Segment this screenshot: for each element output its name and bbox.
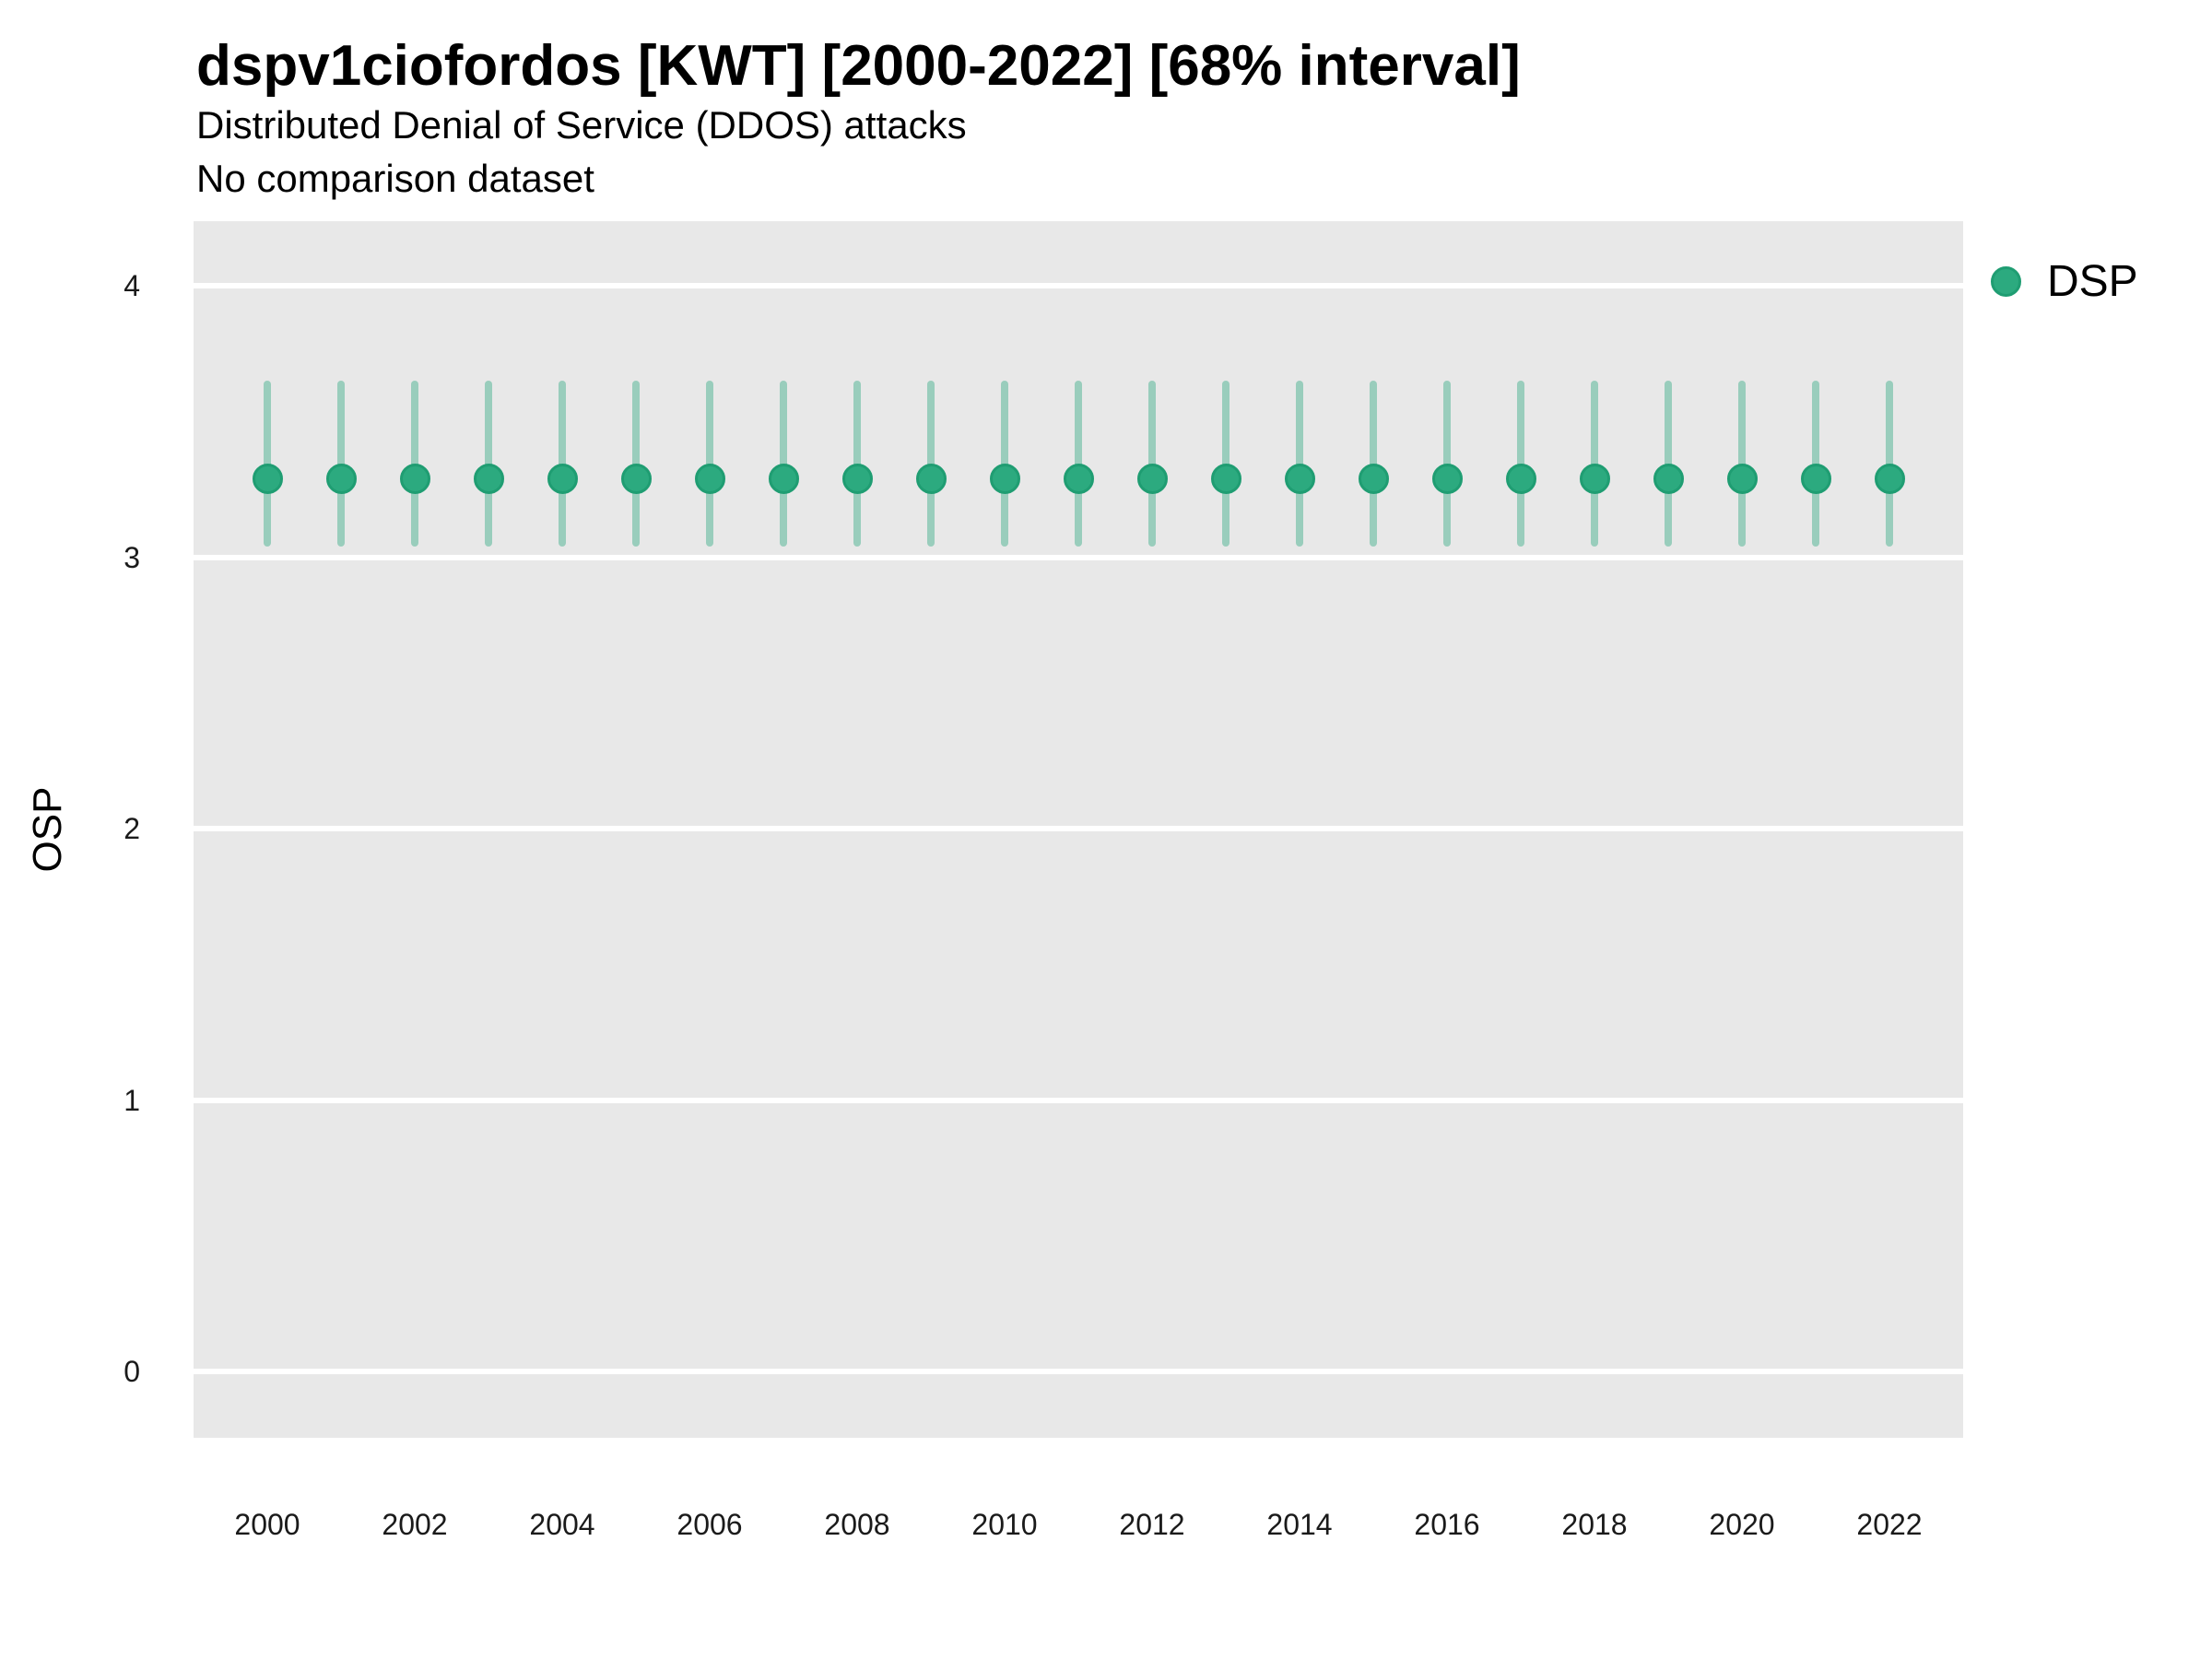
x-tick-label-2004: 2004: [529, 1508, 595, 1541]
legend-label: DSP: [2047, 257, 2138, 306]
data-point-2015: [1358, 463, 1389, 494]
legend-marker-icon: [1991, 266, 2021, 297]
plot-panel: [194, 221, 1963, 1438]
data-point-2012: [1136, 463, 1168, 494]
data-point-2003: [473, 463, 504, 494]
data-point-2004: [547, 463, 578, 494]
data-point-2011: [1063, 463, 1094, 494]
y-tick-label-3: 3: [124, 540, 140, 574]
legend: DSP: [1991, 256, 2138, 307]
gridline-y-4: [194, 283, 1963, 288]
x-tick-label-2012: 2012: [1119, 1508, 1185, 1541]
data-point-2000: [252, 463, 283, 494]
data-point-2010: [989, 463, 1020, 494]
data-point-2007: [768, 463, 799, 494]
data-point-2018: [1579, 463, 1610, 494]
data-point-2016: [1431, 463, 1463, 494]
chart-title: dspv1ciofordos [KWT] [2000-2022] [68% in…: [196, 34, 1521, 98]
x-tick-label-2002: 2002: [382, 1508, 448, 1541]
x-tick-label-2006: 2006: [677, 1508, 743, 1541]
x-tick-label-2010: 2010: [971, 1508, 1038, 1541]
data-point-2020: [1726, 463, 1758, 494]
x-tick-label-2016: 2016: [1414, 1508, 1480, 1541]
data-point-2022: [1874, 463, 1905, 494]
gridline-y-1: [194, 1097, 1963, 1103]
data-point-2006: [694, 463, 725, 494]
data-point-2005: [620, 463, 652, 494]
data-point-2017: [1505, 463, 1536, 494]
data-point-2013: [1210, 463, 1241, 494]
y-tick-label-0: 0: [124, 1355, 140, 1388]
y-tick-label-2: 2: [124, 812, 140, 845]
data-point-2019: [1653, 463, 1684, 494]
y-tick-label-1: 1: [124, 1083, 140, 1117]
x-tick-label-2022: 2022: [1856, 1508, 1923, 1541]
data-point-2008: [841, 463, 873, 494]
chart-subtitle-line2: No comparison dataset: [196, 157, 594, 200]
data-point-2021: [1800, 463, 1831, 494]
x-tick-label-2000: 2000: [234, 1508, 300, 1541]
x-tick-label-2008: 2008: [824, 1508, 890, 1541]
data-point-2014: [1284, 463, 1315, 494]
data-point-2009: [915, 463, 947, 494]
data-point-2002: [399, 463, 430, 494]
gridline-y-2: [194, 826, 1963, 831]
x-tick-label-2014: 2014: [1266, 1508, 1333, 1541]
data-point-2001: [325, 463, 357, 494]
chart-subtitle-line1: Distributed Denial of Service (DDOS) att…: [196, 103, 967, 147]
y-tick-label-4: 4: [124, 269, 140, 302]
x-tick-label-2018: 2018: [1561, 1508, 1628, 1541]
x-tick-label-2020: 2020: [1709, 1508, 1775, 1541]
gridline-y-0: [194, 1369, 1963, 1374]
gridline-y-3: [194, 554, 1963, 560]
